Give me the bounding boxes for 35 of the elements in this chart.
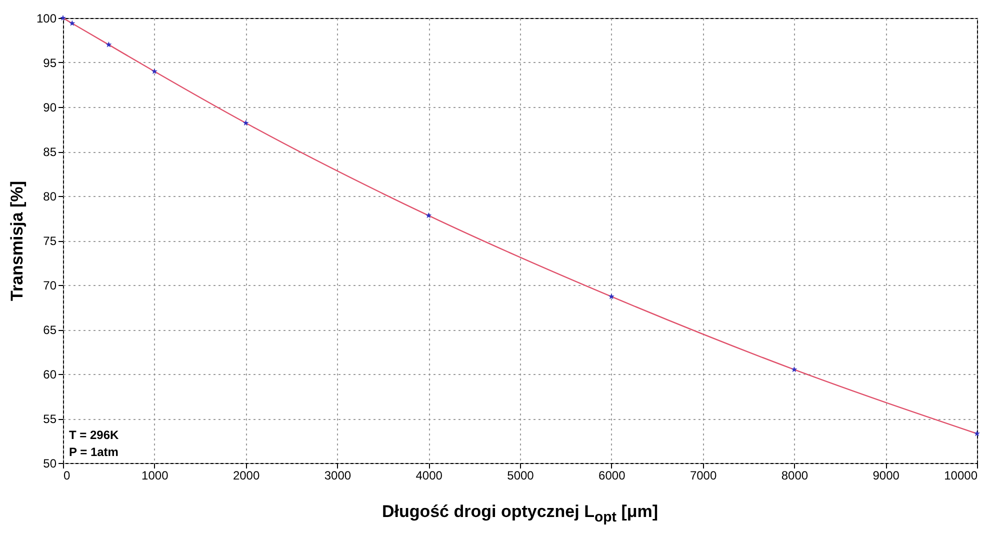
y-tick-label: 55 [43,412,57,426]
y-axis-title: Transmisja [%] [7,181,26,301]
x-tick-label: 6000 [598,468,626,482]
x-tick-label: 2000 [232,468,260,482]
point [974,430,980,436]
x-tick-label: 10000 [944,468,978,482]
x-tick-label: 1000 [142,468,169,482]
x-axis-title: Długość drogi optycznej L$_{opt}$ [μm] [380,502,660,526]
point [608,293,614,300]
x-tick-label: 8000 [781,468,808,482]
x-tick-label: 5000 [507,468,534,482]
annotation: T = 296K [69,428,120,442]
y-tick-label: 100 [36,12,57,26]
x-tick-label: 9000 [872,468,900,482]
point [106,42,112,48]
y-tick-label: 95 [43,56,57,70]
y-tick-label: 90 [43,100,57,114]
x-tick-label: 0 [64,468,70,482]
point [426,212,432,218]
y-tick-label: 85 [43,145,57,159]
y-tick-label: 65 [43,323,57,337]
x-tick-label: 4000 [416,468,443,482]
annotation: P = 1atm [69,445,118,459]
point [60,14,66,21]
point [242,120,249,126]
point [151,68,158,74]
x-tick-label: 7000 [690,468,717,482]
x-tick-label: 3000 [324,468,352,482]
point [69,20,76,26]
y-tick-label: 75 [43,234,57,248]
point [791,366,798,372]
y-tick-label: 50 [43,456,57,470]
y-tick-label: 60 [43,368,57,382]
y-tick-label: 80 [43,190,57,204]
y-tick-label: 70 [43,278,57,292]
